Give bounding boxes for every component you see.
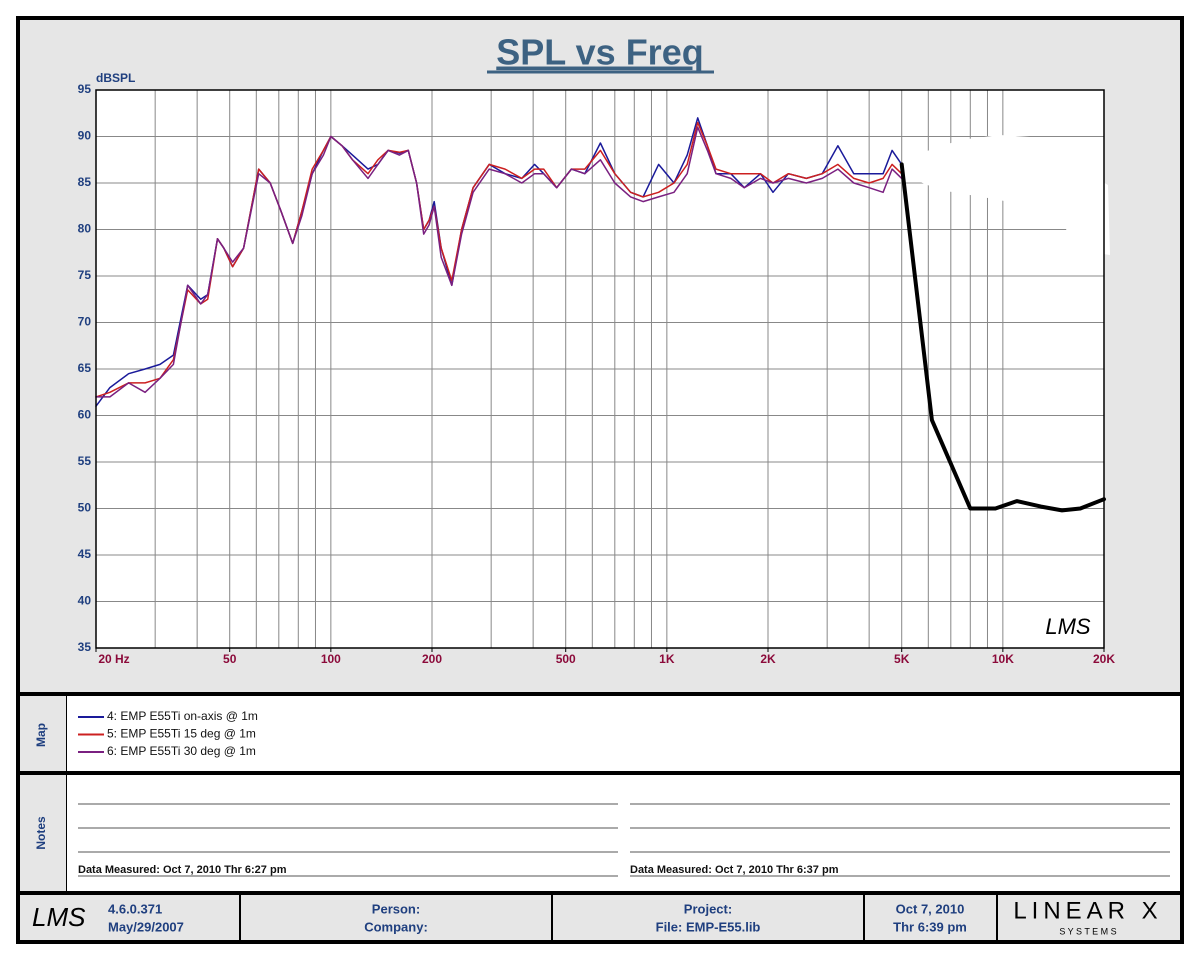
notes-label: Notes: [34, 816, 48, 850]
erased-area: [915, 135, 1110, 255]
brand: LINEAR X: [1013, 897, 1162, 924]
y-tick-label: 60: [78, 408, 92, 422]
plot-border: [95, 89, 1105, 649]
x-tick-label: 100: [321, 652, 341, 666]
x-tick-label: 20 Hz: [98, 652, 129, 666]
y-tick-label: 70: [78, 315, 92, 329]
build-date: May/29/2007: [108, 919, 184, 934]
legend-label: 4: EMP E55Ti on-axis @ 1m: [107, 709, 258, 723]
series-line: [95, 126, 903, 398]
brand-sub: S Y S T E M S: [1059, 926, 1116, 936]
version: 4.6.0.371: [108, 901, 162, 916]
x-tick-label: 20K: [1093, 652, 1115, 666]
x-tick-label: 2K: [760, 652, 776, 666]
x-tick-label: 200: [422, 652, 442, 666]
x-tick-label: 1K: [659, 652, 675, 666]
y-tick-label: 45: [78, 547, 92, 561]
y-tick-label: 95: [78, 82, 92, 96]
y-tick-label: 90: [78, 129, 92, 143]
y-tick-label: 80: [78, 222, 92, 236]
chart-title: SPL vs Freq: [496, 32, 703, 73]
company: Company:: [364, 919, 428, 934]
time: Thr 6:39 pm: [893, 919, 967, 934]
footer-logo: LMS: [32, 902, 86, 932]
measured-note: Data Measured: Oct 7, 2010 Thr 6:37 pm: [630, 864, 839, 876]
file: File: EMP-E55.lib: [656, 919, 761, 934]
legend-panel: [67, 696, 1180, 771]
footer-dividers: [239, 893, 998, 942]
y-tick-label: 55: [78, 454, 92, 468]
note-lines: [78, 803, 1170, 877]
y-tick-label: 65: [78, 361, 92, 375]
x-tick-label: 10K: [992, 652, 1014, 666]
map-label: Map: [34, 723, 48, 747]
series-line: [899, 162, 1106, 513]
y-axis-label: dBSPL: [96, 71, 135, 85]
legend-label: 5: EMP E55Ti 15 deg @ 1m: [107, 727, 256, 741]
project: Project:: [684, 901, 732, 916]
person: Person:: [372, 901, 420, 916]
measured-note: Data Measured: Oct 7, 2010 Thr 6:27 pm: [78, 864, 287, 876]
date: Oct 7, 2010: [896, 901, 965, 916]
y-tick-label: 35: [78, 640, 92, 654]
y-tick-label: 75: [78, 268, 92, 282]
y-tick-label: 50: [78, 501, 92, 515]
x-tick-label: 500: [556, 652, 576, 666]
notes-panel: [67, 775, 1180, 891]
y-tick-label: 85: [78, 175, 92, 189]
watermark: LMS: [1045, 614, 1091, 639]
x-tick-label: 50: [223, 652, 237, 666]
series-line: [95, 121, 903, 398]
x-tick-label: 5K: [894, 652, 910, 666]
legend-label: 6: EMP E55Ti 30 deg @ 1m: [107, 744, 256, 758]
y-tick-label: 40: [78, 594, 92, 608]
